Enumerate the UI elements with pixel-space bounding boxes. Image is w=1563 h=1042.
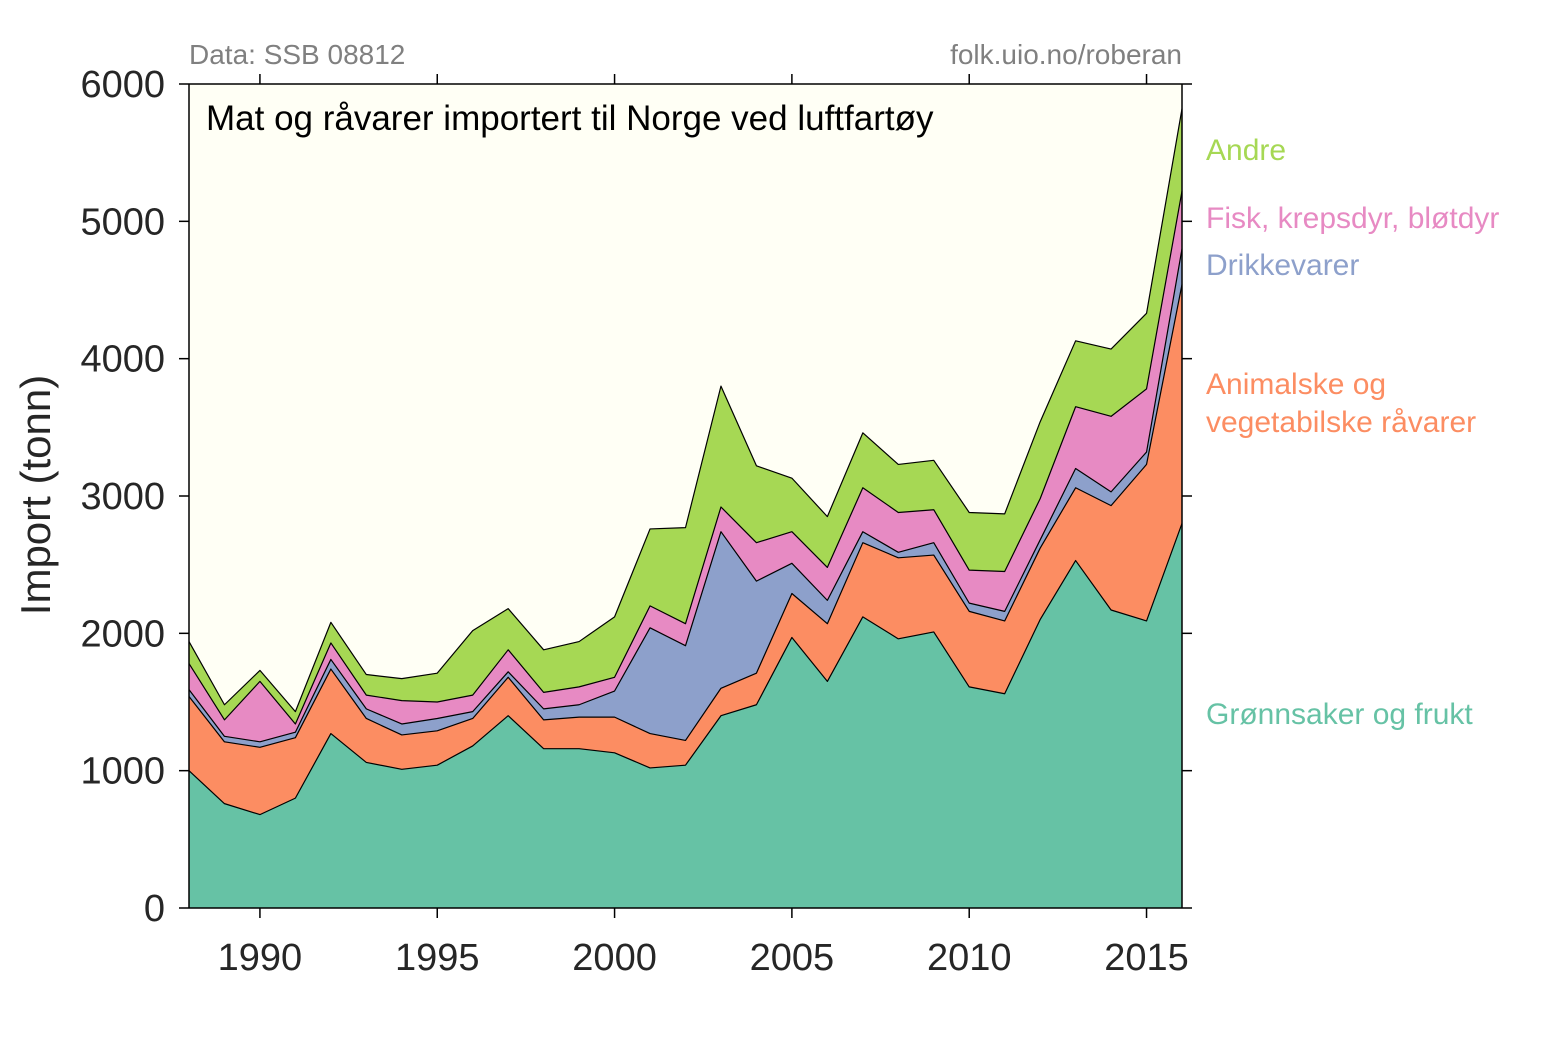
- x-tick-label: 1995: [395, 937, 480, 979]
- series-boundary-0: [188, 523, 1183, 816]
- legend-label: Drikkevarer: [1206, 249, 1359, 282]
- y-tick-label: 2000: [80, 613, 165, 655]
- axes-group: 0 1000 2000 3000 4000 5000 6000 1990 1995 2000 200…: [80, 64, 1192, 979]
- legend-group: Andre Fisk, krepsdyr, bløtdyr Drikkevarer A…: [1206, 134, 1499, 731]
- area-1: [189, 284, 1182, 815]
- legend-label: Animalske og: [1206, 368, 1386, 401]
- area-4: [189, 108, 1182, 724]
- series-boundary-2: [188, 248, 1183, 743]
- y-tick-label: 4000: [80, 339, 165, 381]
- legend-label: Fisk, krepsdyr, bløtdyr: [1206, 202, 1499, 235]
- x-tick-label: 2010: [927, 937, 1012, 979]
- x-tick-label: 2000: [572, 937, 657, 979]
- area-0: [189, 523, 1182, 908]
- y-tick-label: 5000: [80, 201, 165, 243]
- legend-label: Grønnsaker og frukt: [1206, 698, 1473, 731]
- series-boundary-3: [188, 191, 1183, 725]
- area-3: [189, 191, 1182, 742]
- y-tick-label: 6000: [80, 64, 165, 106]
- x-tick-label: 1990: [218, 937, 303, 979]
- area-2: [189, 248, 1182, 748]
- legend-label: Andre: [1206, 134, 1286, 167]
- y-tick-label: 3000: [80, 476, 165, 518]
- source-right-label: folk.uio.no/roberan: [950, 39, 1182, 70]
- text-group: Data: SSB 08812 folk.uio.no/roberan Mat …: [12, 39, 1182, 615]
- series-boundary-4: [188, 108, 1183, 713]
- y-axis-label: Import (tonn): [12, 375, 59, 615]
- legend-label: vegetabilske råvarer: [1206, 406, 1476, 439]
- y-tick-label: 1000: [80, 751, 165, 793]
- area-series-group: [188, 108, 1183, 908]
- source-left-label: Data: SSB 08812: [189, 39, 405, 70]
- y-tick-label: 0: [144, 888, 165, 930]
- chart-title: Mat og råvarer importert til Norge ved l…: [206, 99, 934, 138]
- x-tick-label: 2015: [1104, 937, 1189, 979]
- x-tick-label: 2005: [750, 937, 835, 979]
- series-boundary-1: [188, 284, 1183, 748]
